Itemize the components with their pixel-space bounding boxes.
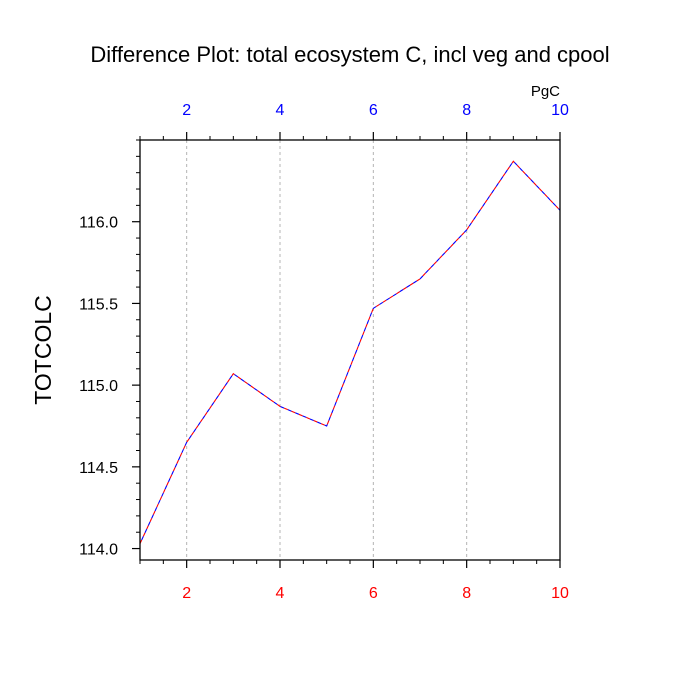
x-tick-label-bottom: 4 [276, 585, 285, 602]
plot-frame [139, 139, 561, 561]
y-tick-label: 115.0 [79, 378, 118, 395]
grid-lines [186, 140, 561, 560]
x-tick-label-top: 8 [462, 102, 471, 119]
tick-marks [132, 132, 561, 568]
x-tick-label-bottom: 6 [369, 585, 378, 602]
x-tick-label-top: 6 [369, 102, 378, 119]
y-tick-label: 115.5 [79, 296, 118, 313]
series-line-red [139, 160, 561, 544]
tick-labels: 2 2 4 4 6 6 8 8 10 10 114.0 114.5 115.0 115.5 116.0 [79, 102, 569, 602]
x-tick-label-bottom: 8 [462, 585, 471, 602]
x-tick-label-bottom: 2 [182, 585, 191, 602]
x-tick-label-top: 10 [551, 102, 569, 119]
x-tick-label-top: 4 [276, 102, 285, 119]
x-tick-label-bottom: 10 [551, 585, 569, 602]
units-label: PgC [531, 83, 560, 100]
y-tick-label: 114.5 [79, 460, 118, 477]
series-line-blue [139, 160, 561, 544]
chart-title: Difference Plot: total ecosystem C, incl… [90, 42, 609, 67]
series-layer [139, 160, 561, 544]
plot-border [139, 139, 561, 561]
y-axis-label: TOTCOLC [30, 295, 56, 404]
x-tick-label-top: 2 [182, 102, 191, 119]
y-tick-label: 114.0 [79, 542, 118, 559]
y-tick-label: 116.0 [79, 215, 118, 232]
